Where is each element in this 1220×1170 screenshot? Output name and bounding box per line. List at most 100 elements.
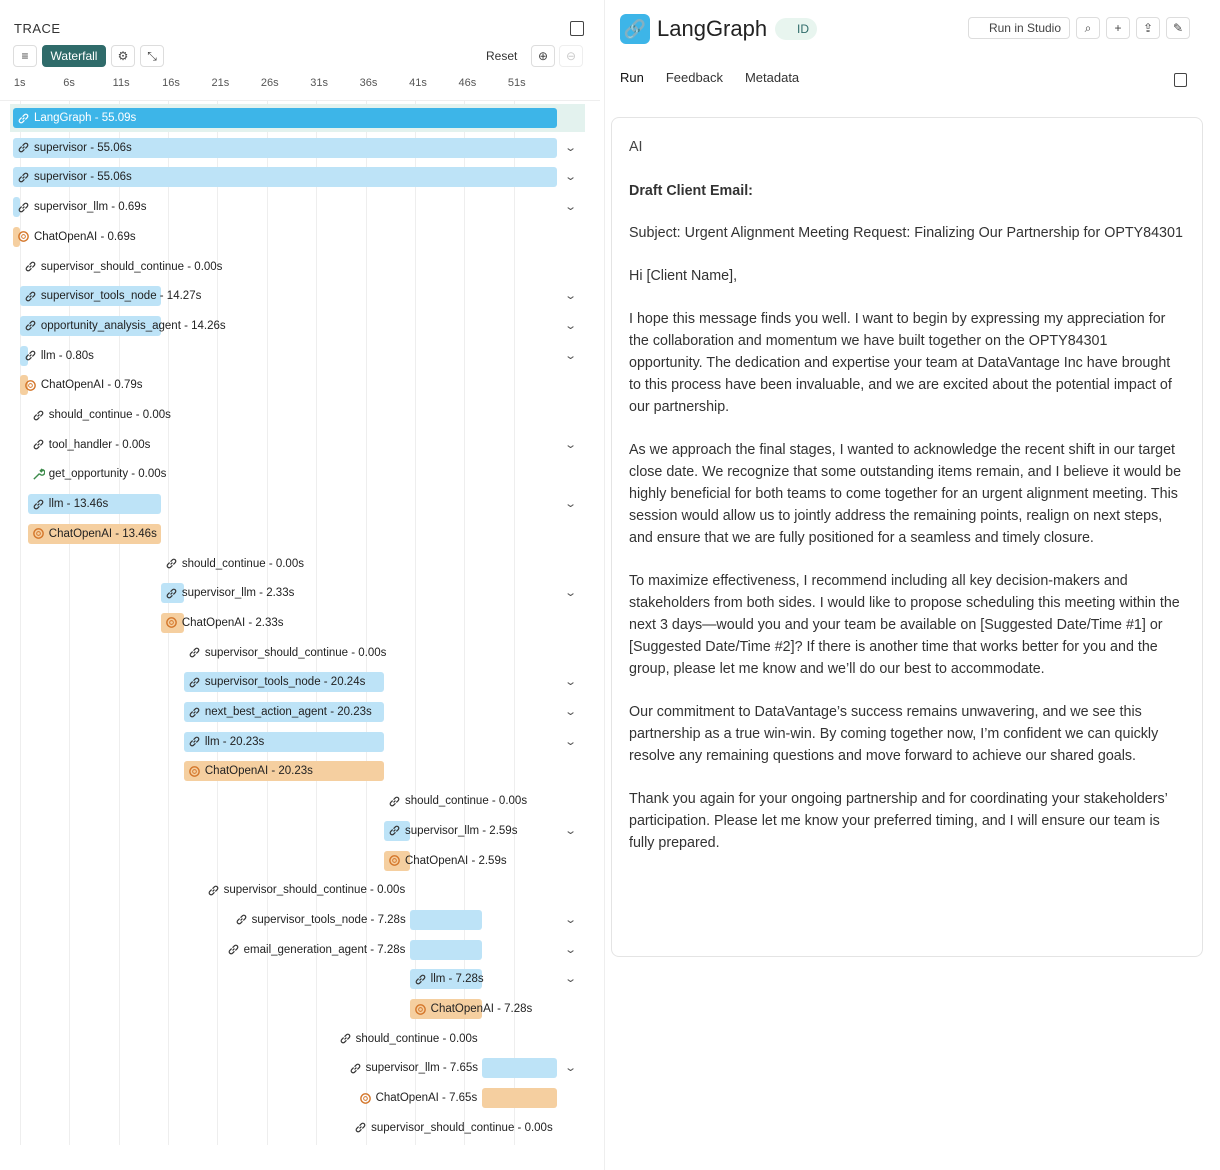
span-text: supervisor_llm - 0.69s (33, 201, 147, 214)
expand-chevron[interactable]: ⌄ (564, 349, 578, 362)
tab[interactable]: Metadata (744, 70, 800, 85)
zoom-out-button[interactable]: ⊖ (559, 45, 583, 67)
message-paragraph: Our commitment to DataVantage’s success … (629, 704, 1159, 764)
span-label[interactable]: llm - 20.23s (188, 732, 264, 752)
span-bar[interactable] (12, 108, 558, 128)
span-label[interactable]: supervisor_llm - 7.65s (349, 1058, 478, 1078)
reset-button[interactable]: Reset (486, 49, 518, 63)
studio-button[interactable]: Run in Studio (968, 17, 1070, 39)
span-bar[interactable] (12, 137, 557, 158)
span-bar[interactable] (409, 909, 482, 930)
expand-chevron[interactable]: ⌄ (564, 201, 578, 214)
span-bar[interactable] (481, 1058, 558, 1079)
id-badge[interactable]: ID (775, 18, 817, 40)
span-label[interactable]: supervisor_should_continue - 0.00s (207, 880, 405, 900)
span-label[interactable]: supervisor_should_continue - 0.00s (24, 257, 222, 277)
span-bar[interactable] (409, 999, 482, 1019)
zoom-in-button[interactable]: ⊕ (531, 45, 555, 67)
span-label[interactable]: ChatOpenAI - 20.23s (188, 761, 313, 781)
span-bar[interactable] (183, 731, 384, 752)
span-label[interactable]: supervisor_tools_node - 20.24s (188, 672, 365, 692)
expand-chevron[interactable]: ⌄ (564, 290, 578, 303)
span-bar[interactable] (12, 197, 20, 218)
span-label[interactable]: llm - 13.46s (32, 494, 108, 514)
span-bar[interactable] (12, 167, 557, 188)
span-bar[interactable] (160, 612, 184, 633)
span-label[interactable]: next_best_action_agent - 20.23s (188, 702, 372, 722)
expand-chevron[interactable]: ⌄ (564, 913, 578, 926)
expand-chevron[interactable]: ⌄ (564, 498, 578, 511)
span-icon (24, 260, 37, 273)
span-bar[interactable] (183, 672, 384, 693)
span-label[interactable]: llm - 0.80s (24, 346, 94, 366)
span-text: supervisor_llm - 2.59s (404, 824, 518, 837)
span-bar[interactable] (19, 286, 161, 307)
span-label[interactable]: should_continue - 0.00s (32, 405, 171, 425)
span-label[interactable]: get_opportunity - 0.00s (32, 464, 166, 484)
expand-chevron[interactable]: ⌄ (564, 587, 578, 600)
span-label[interactable]: should_continue - 0.00s (339, 1029, 478, 1049)
span-label[interactable]: should_continue - 0.00s (165, 554, 304, 574)
expand-chevron[interactable]: ⌄ (564, 735, 578, 748)
span-label[interactable]: ChatOpenAI - 0.79s (24, 375, 143, 395)
expand-chevron[interactable]: ⌄ (564, 319, 578, 332)
span-label[interactable]: tool_handler - 0.00s (32, 435, 150, 455)
span-label[interactable]: supervisor_should_continue - 0.00s (354, 1118, 553, 1138)
trace-title: TRACE (14, 21, 61, 36)
span-label[interactable]: supervisor_tools_node - 7.28s (235, 910, 406, 930)
expand-chevron[interactable]: ⌄ (564, 706, 578, 718)
span-bar[interactable] (27, 523, 161, 544)
span-label[interactable]: supervisor_llm - 2.59s (388, 821, 517, 841)
tab[interactable]: Run (620, 70, 644, 85)
app-icon: 🔗 (620, 14, 650, 44)
expand-chevron[interactable]: ⌄ (564, 973, 578, 986)
tick-label: 1s (13, 77, 26, 89)
span-bar[interactable] (12, 226, 20, 247)
collapse-button[interactable]: ⤡ (140, 45, 164, 67)
expand-chevron[interactable]: ⌄ (564, 438, 578, 451)
span-label[interactable]: ChatOpenAI - 7.28s (414, 999, 532, 1019)
span-label[interactable]: ChatOpenAI - 2.33s (165, 613, 284, 633)
span-label[interactable]: supervisor - 55.06s (17, 167, 132, 187)
view-button[interactable]: Waterfall (42, 45, 106, 67)
span-label[interactable]: supervisor_tools_node - 14.27s (24, 286, 201, 306)
span-label[interactable]: LangGraph - 55.09s (17, 108, 136, 128)
span-bar[interactable] (409, 939, 482, 960)
span-label[interactable]: supervisor - 55.06s (17, 138, 132, 158)
expand-chevron[interactable]: ⌄ (564, 171, 578, 184)
span-bar[interactable] (160, 583, 184, 604)
expand-chevron[interactable]: ⌄ (564, 676, 578, 689)
span-bar[interactable] (183, 761, 384, 782)
tab[interactable]: Feedback (665, 70, 723, 85)
expand-chevron[interactable]: ⌄ (564, 141, 578, 154)
span-label[interactable]: supervisor_should_continue - 0.00s (188, 643, 386, 663)
share-button[interactable]: ⇪ (1136, 17, 1160, 39)
span-label[interactable]: supervisor_llm - 0.69s (17, 197, 146, 217)
span-bar[interactable] (27, 494, 161, 515)
add-button[interactable]: + (1106, 17, 1130, 39)
span-bar[interactable] (409, 969, 482, 990)
span-bar[interactable] (183, 702, 384, 722)
span-label[interactable]: supervisor_llm - 2.33s (165, 583, 294, 603)
span-bar[interactable] (481, 1088, 558, 1109)
compare-button[interactable]: ⌕ (1076, 17, 1100, 39)
span-label[interactable]: ChatOpenAI - 2.59s (388, 851, 507, 871)
span-bar[interactable] (19, 345, 28, 366)
settings-button[interactable]: ⚙ (111, 45, 135, 67)
expand-chevron[interactable]: ⌄ (564, 824, 578, 837)
edit-button[interactable]: ✎ (1166, 17, 1190, 39)
span-label[interactable]: ChatOpenAI - 7.65s (359, 1088, 477, 1108)
span-bar[interactable] (19, 315, 161, 336)
span-label[interactable]: email_generation_agent - 7.28s (227, 940, 405, 960)
span-label[interactable]: llm - 7.28s (414, 969, 484, 989)
expand-chevron[interactable]: ⌄ (564, 1062, 578, 1075)
span-label[interactable]: opportunity_analysis_agent - 14.26s (24, 316, 226, 336)
span-label[interactable]: should_continue - 0.00s (388, 791, 527, 811)
panel-toggle[interactable] (570, 21, 584, 36)
expand-chevron[interactable]: ⌄ (564, 943, 578, 956)
span-label[interactable]: ChatOpenAI - 0.69s (17, 227, 136, 247)
span-label[interactable]: ChatOpenAI - 13.46s (32, 524, 157, 544)
filter-button[interactable]: ≡ (13, 45, 37, 67)
panel-toggle[interactable] (1174, 73, 1187, 87)
span-bar[interactable] (19, 375, 28, 396)
